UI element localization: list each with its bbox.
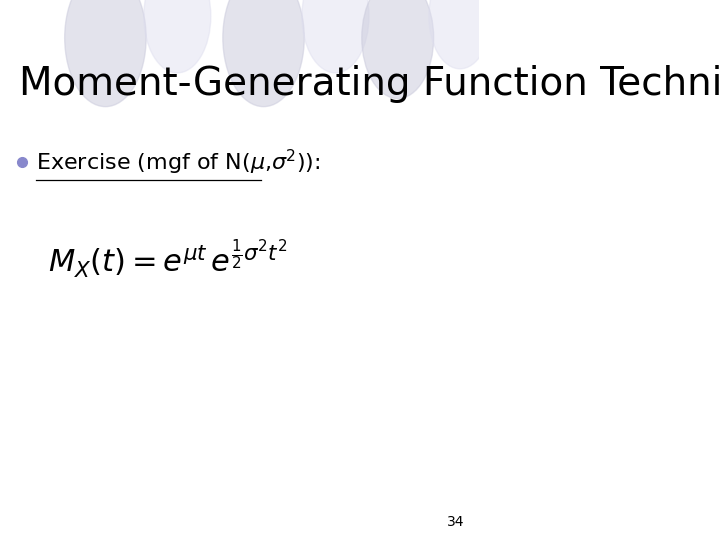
Text: 34: 34 [447,515,465,529]
Ellipse shape [302,0,369,73]
Ellipse shape [222,0,305,107]
Ellipse shape [361,0,433,98]
Ellipse shape [144,0,211,73]
Ellipse shape [65,0,146,107]
Ellipse shape [429,0,491,69]
Text: Moment-Generating Function Technique: Moment-Generating Function Technique [19,65,720,103]
Text: $M_X(t) = e^{\mu t} \, e^{\frac{1}{2}\sigma^2 t^2}$: $M_X(t) = e^{\mu t} \, e^{\frac{1}{2}\si… [48,238,288,281]
Text: Exercise (mgf of N($\mu$,$\sigma$$^2$)):: Exercise (mgf of N($\mu$,$\sigma$$^2$)): [36,147,320,177]
